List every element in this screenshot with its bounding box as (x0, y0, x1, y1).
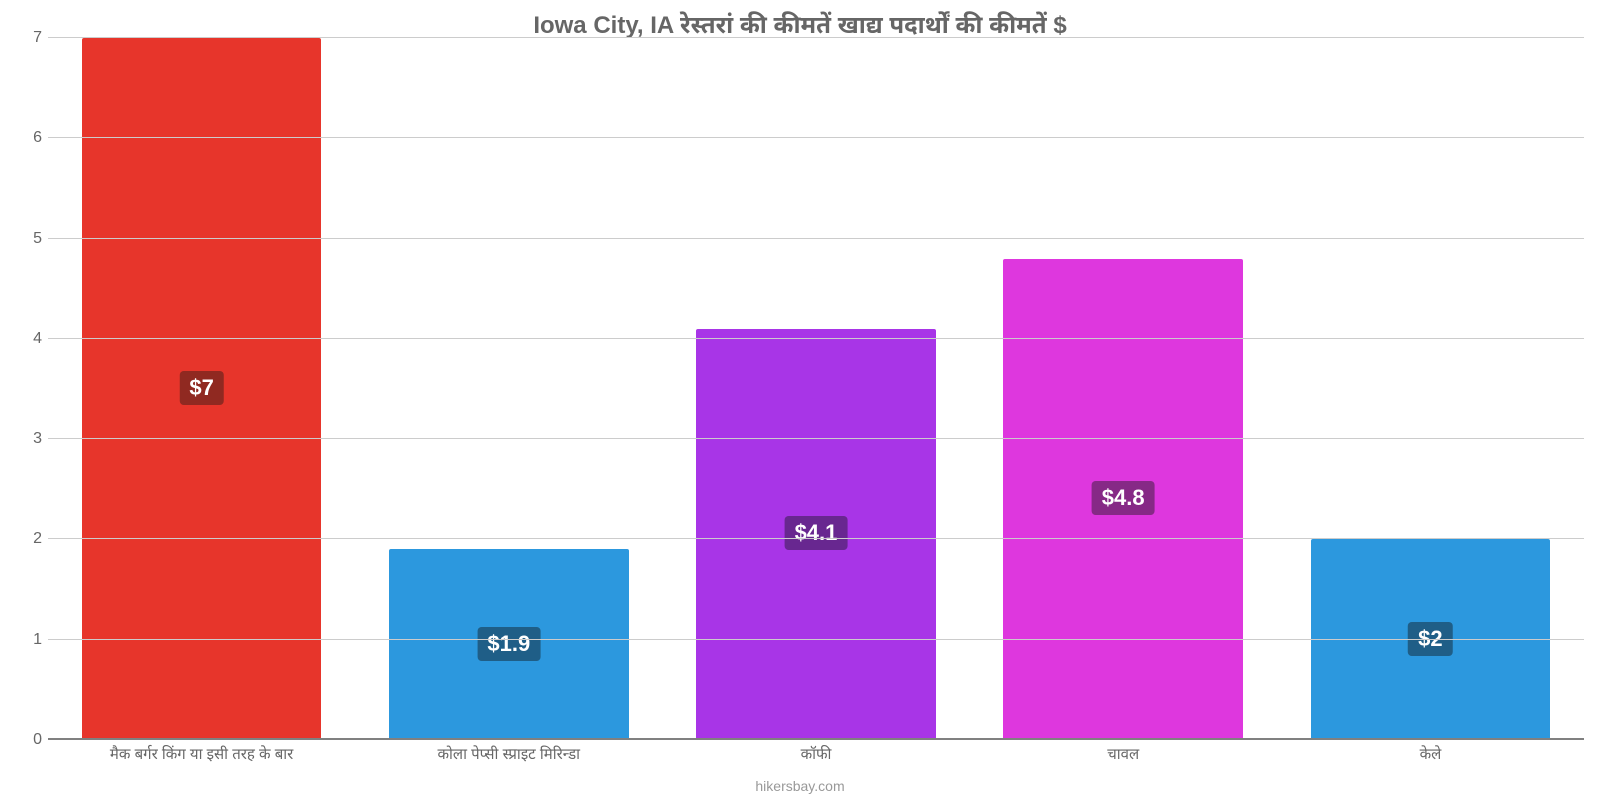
chart-footer: hikersbay.com (0, 778, 1600, 794)
gridline (48, 438, 1584, 439)
y-tick-label: 1 (20, 631, 42, 649)
bar-value-label: $4.8 (1092, 481, 1155, 515)
x-axis-label: कोला पेप्सी स्प्राइट मिरिन्डा (355, 744, 662, 764)
y-tick-label: 7 (20, 29, 42, 47)
x-axis-label: कॉफी (662, 744, 969, 764)
plot-area: $7$1.9$4.1$4.8$2 01234567 (48, 38, 1584, 740)
price-bar-chart: Iowa City, IA रेस्तरां की कीमतें खाद्य प… (0, 0, 1600, 800)
x-axis-label: केले (1277, 744, 1584, 764)
bar-value-label: $4.1 (785, 516, 848, 550)
y-tick-label: 3 (20, 430, 42, 448)
bar-slot: $7 (48, 38, 355, 740)
y-tick-label: 5 (20, 230, 42, 248)
gridline (48, 538, 1584, 539)
bars-container: $7 $1.9 $4.1 $4.8 $2 (48, 38, 1584, 740)
bar-slot: $4.1 (662, 38, 969, 740)
y-tick-label: 4 (20, 330, 42, 348)
gridline (48, 338, 1584, 339)
bar: $1.9 (389, 549, 629, 740)
bar-slot: $1.9 (355, 38, 662, 740)
bar-slot: $4.8 (970, 38, 1277, 740)
y-tick-label: 0 (20, 731, 42, 749)
gridline (48, 639, 1584, 640)
zero-axis-line (48, 738, 1584, 740)
bar: $7 (82, 38, 322, 740)
gridline (48, 37, 1584, 38)
bar-value-label: $1.9 (477, 627, 540, 661)
bar-value-label: $7 (179, 371, 223, 405)
bar-slot: $2 (1277, 38, 1584, 740)
x-axis-label: चावल (970, 744, 1277, 764)
y-tick-label: 6 (20, 129, 42, 147)
bar: $2 (1311, 539, 1551, 740)
bar: $4.8 (1003, 259, 1243, 740)
x-axis-label: मैक बर्गर किंग या इसी तरह के बार (48, 744, 355, 764)
y-tick-label: 2 (20, 530, 42, 548)
x-axis-labels: मैक बर्गर किंग या इसी तरह के बारकोला पेप… (48, 744, 1584, 764)
gridline (48, 137, 1584, 138)
gridline (48, 238, 1584, 239)
bar: $4.1 (696, 329, 936, 740)
